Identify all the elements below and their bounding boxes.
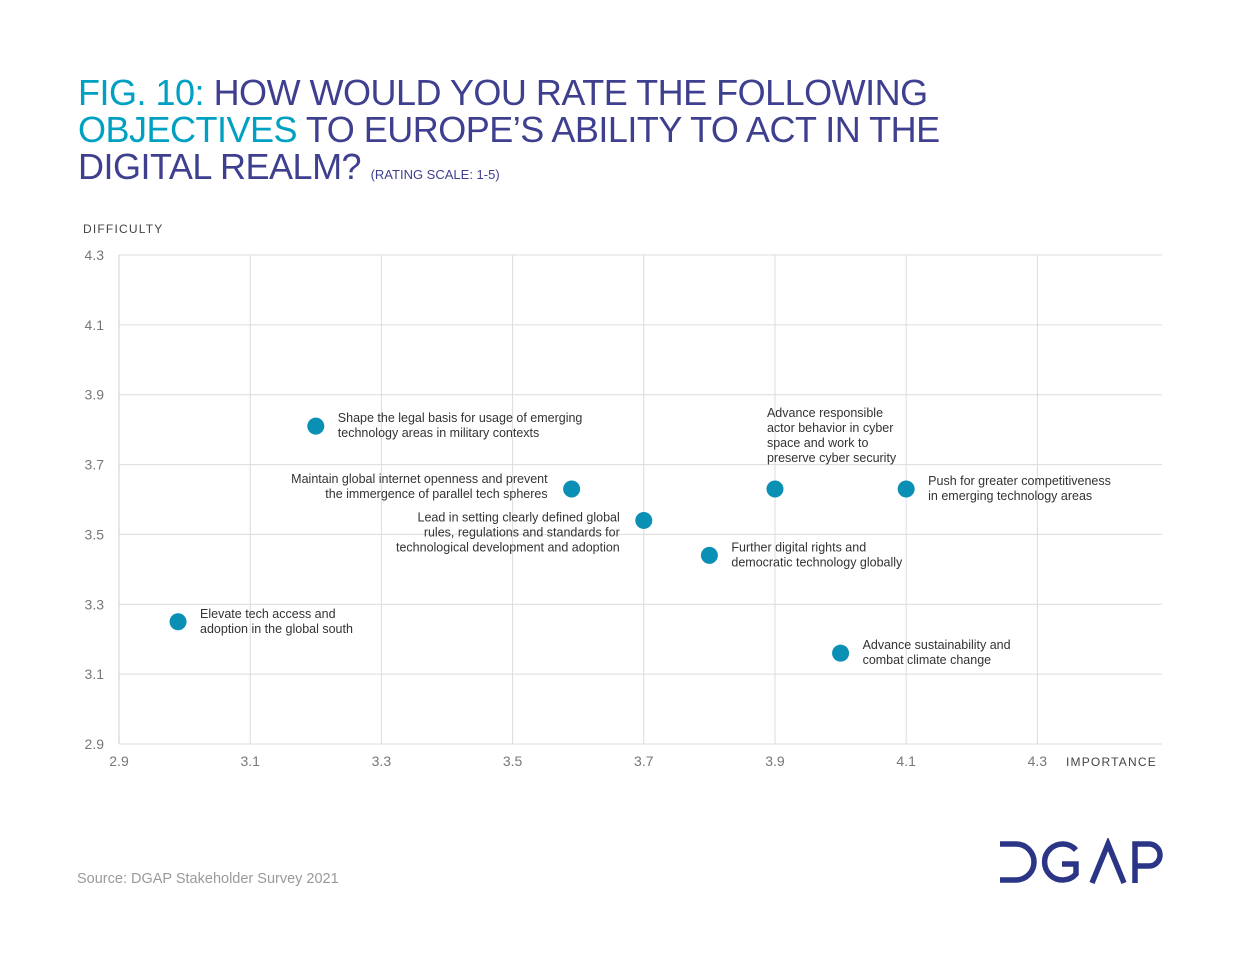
data-label-line: preserve cyber security — [767, 451, 897, 465]
data-label: Push for greater competitiveness in emerg… — [928, 474, 1111, 503]
x-tick-label: 3.3 — [372, 753, 392, 769]
title-line1: HOW WOULD YOU RATE THE FOLLOWING — [213, 72, 929, 113]
data-point — [897, 480, 915, 498]
y-tick-label: 2.9 — [85, 736, 105, 752]
dgap-logo — [996, 836, 1166, 892]
data-label-line: Further digital rights and — [731, 540, 866, 554]
data-label-line: adoption in the global south — [200, 622, 353, 636]
y-tick-label: 3.3 — [85, 596, 105, 612]
chart-subtitle: (RATING SCALE: 1-5) — [370, 167, 500, 182]
x-tick-label: 3.5 — [503, 753, 523, 769]
data-label-line: Push for greater competitiveness — [928, 474, 1111, 488]
data-label: Advance sustainability and combat climate… — [863, 638, 1011, 667]
x-tick-label: 2.9 — [109, 753, 129, 769]
data-label-line: Lead in setting clearly defined global — [418, 510, 620, 524]
y-tick-label: 4.3 — [85, 247, 105, 263]
data-point — [169, 613, 187, 631]
fig-label: FIG. 10: — [78, 72, 205, 113]
data-label-line: combat climate change — [863, 653, 992, 667]
data-point — [832, 644, 850, 662]
y-tick-label: 3.9 — [85, 387, 105, 403]
data-label-line: democratic technology globally — [731, 555, 903, 569]
data-label-line: rules, regulations and standards for — [424, 525, 620, 539]
source-note: Source: DGAP Stakeholder Survey 2021 — [77, 871, 339, 887]
x-tick-label: 3.1 — [240, 753, 260, 769]
data-point-group: Maintain global internet openness and pr… — [291, 472, 581, 501]
data-label-line: Advance responsible — [767, 406, 883, 420]
data-points: Shape the legal basis for usage of emerg… — [169, 406, 1111, 667]
x-tick-label: 4.1 — [896, 753, 916, 769]
x-tick-label: 4.3 — [1028, 753, 1048, 769]
data-label-line: Advance sustainability and — [863, 638, 1011, 652]
data-point-group: Lead in setting clearly defined global ru… — [396, 510, 653, 554]
data-label-line: space and work to — [767, 436, 868, 450]
data-label-line: technological development and adoption — [396, 540, 620, 554]
x-tick-label: 3.7 — [634, 753, 654, 769]
data-point — [700, 546, 718, 564]
data-label-line: the immergence of parallel tech spheres — [325, 487, 547, 501]
data-label: Maintain global internet openness and pr… — [291, 472, 548, 501]
data-label-line: Elevate tech access and — [200, 607, 336, 621]
data-label: Lead in setting clearly defined global ru… — [396, 510, 620, 554]
data-label: Elevate tech access and adoption in the g… — [200, 607, 353, 636]
data-label-line: Shape the legal basis for usage of emerg… — [338, 411, 583, 425]
data-point-group: Advance responsible actor behavior in cyb… — [766, 406, 897, 498]
data-point-group: Advance sustainability and combat climate… — [832, 638, 1011, 667]
y-axis-label: DIFFICULTY — [83, 222, 163, 236]
tick-labels: 2.9 3.1 3.3 3.5 3.7 3.9 4.1 4.3 2.9 3.1 3.3 3.5 3.7 3… — [85, 247, 1048, 769]
data-point — [307, 417, 325, 435]
scatter-chart: 2.9 3.1 3.3 3.5 3.7 3.9 4.1 4.3 2.9 3.1 3.3 3.5 3.7 3… — [83, 222, 1162, 769]
data-point-group: Push for greater competitiveness in emerg… — [897, 474, 1111, 503]
data-point — [766, 480, 784, 498]
data-label: Shape the legal basis for usage of emerg… — [338, 411, 583, 440]
x-tick-label: 3.9 — [765, 753, 785, 769]
y-tick-label: 4.1 — [85, 317, 105, 333]
data-point — [563, 480, 581, 498]
data-label-line: in emerging technology areas — [928, 489, 1092, 503]
data-point-group: Shape the legal basis for usage of emerg… — [307, 411, 582, 440]
data-label-line: actor behavior in cyber — [767, 421, 893, 435]
y-tick-label: 3.1 — [85, 666, 105, 682]
title-line2: TO EUROPE’S ABILITY TO ACT IN THE — [305, 109, 940, 150]
y-tick-label: 3.5 — [85, 526, 105, 542]
title-highlight: OBJECTIVES — [78, 109, 298, 150]
data-label-line: technology areas in military contexts — [338, 426, 539, 440]
chart-title: FIG. 10: HOW WOULD YOU RATE THE FOLLOWIN… — [78, 74, 1078, 193]
data-point-group: Further digital rights and democratic tec… — [700, 540, 903, 569]
data-label: Advance responsible actor behavior in cyb… — [767, 406, 897, 465]
title-line3: DIGITAL REALM? — [78, 146, 362, 187]
x-axis-label: IMPORTANCE — [1066, 755, 1157, 769]
data-label-line: Maintain global internet openness and pr… — [291, 472, 548, 486]
y-tick-label: 3.7 — [85, 457, 105, 473]
data-label: Further digital rights and democratic tec… — [731, 540, 903, 569]
grid — [118, 254, 1162, 745]
data-point-group: Elevate tech access and adoption in the g… — [169, 607, 353, 636]
data-point — [635, 511, 653, 529]
